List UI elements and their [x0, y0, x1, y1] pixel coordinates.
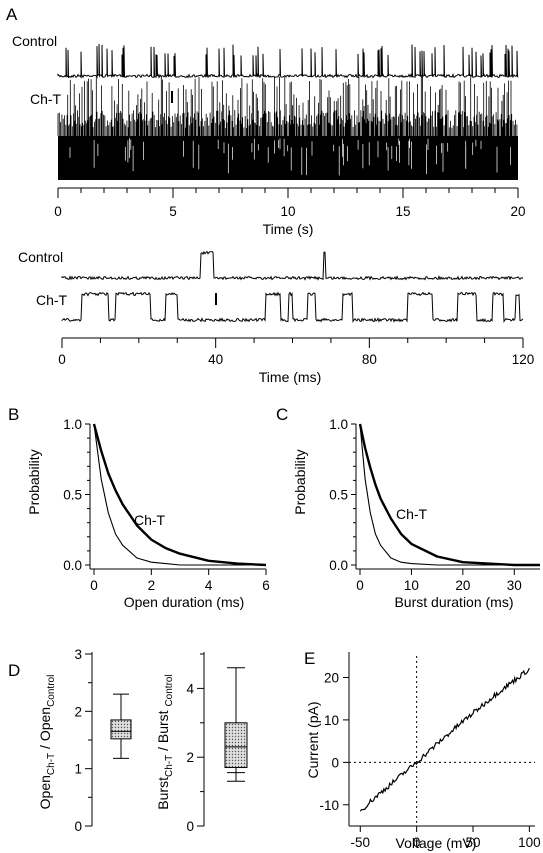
panel-d-ylabel-burst: BurstCh-T / Burst Control: [155, 674, 175, 809]
x-tick-label: 6: [262, 578, 270, 593]
y-tick-label: 3: [74, 647, 82, 662]
open-label-sub2: Control: [46, 675, 57, 707]
iqr-box: [110, 719, 132, 740]
panel-c-letter: C: [276, 405, 288, 424]
x-tick-label: 2: [148, 578, 156, 593]
tick-label: 120: [512, 352, 535, 367]
tick-label: 15: [395, 204, 410, 219]
x-tick-label: 30: [507, 578, 522, 593]
panel-e-letter: E: [304, 649, 315, 668]
y-tick-label: 0: [186, 819, 194, 834]
burst-label-sub: Ch-T: [164, 755, 175, 777]
chart-e: -10 0 10 20 -50 0 50 100: [319, 652, 541, 850]
x-tick-label: 100: [518, 835, 541, 850]
panel-e-xlabel: Voltage (mV): [396, 835, 477, 851]
tick-label: 0: [54, 204, 62, 219]
y-tick-label: 0: [331, 755, 339, 770]
open-label-div: / Open: [37, 707, 53, 753]
panel-c-cht-annotation: Ch-T: [396, 506, 428, 522]
y-tick-label: 0: [74, 819, 82, 834]
y-tick-label: 0.5: [329, 488, 348, 503]
panel-e-ylabel: Current (pA): [305, 701, 321, 778]
x-tick-label: 0: [90, 578, 98, 593]
scale-bar-bottom: [215, 293, 217, 305]
open-label-sub: Ch-T: [46, 753, 57, 775]
iqr-box: [224, 722, 248, 769]
y-tick-label: 10: [324, 713, 339, 728]
panel-a-letter: A: [6, 5, 18, 24]
chart-d-open-ratio: 0 1 2 3: [74, 647, 132, 834]
cht-spikes: [57, 76, 518, 136]
panel-b-cht-annotation: Ch-T: [134, 512, 166, 528]
burst-label-main: Burst: [155, 777, 171, 810]
time-axis-bottom-label: Time (ms): [259, 369, 321, 385]
trace-control-label: Control: [12, 33, 57, 49]
panel-d-ylabel-open: OpenCh-T / OpenControl: [37, 675, 57, 810]
series-cht: [92, 423, 267, 567]
scale-bar-top: [171, 91, 173, 103]
cht-band: [58, 136, 518, 180]
y-tick-label: 4: [186, 681, 194, 696]
y-tick-label: 0.0: [63, 558, 82, 573]
panel-e: E -10 0 10 20 -50 0 50 100 Current (pA) Voltage…: [304, 649, 541, 851]
series-control: [359, 423, 540, 566]
tick-label: 5: [169, 204, 177, 219]
x-tick-label: 0: [356, 578, 364, 593]
tick-label: 40: [208, 352, 223, 367]
panel-b-ylabel: Probability: [26, 449, 42, 514]
x-tick-label: 20: [455, 578, 470, 593]
control-trace-bottom: [61, 250, 524, 281]
tick-label: 10: [280, 204, 295, 219]
burst-label-sub2: Control: [164, 674, 175, 706]
y-tick-label: 1.0: [329, 417, 348, 432]
chart-c: 0.0 0.5 1.0 0 10 20 30: [329, 417, 540, 593]
cht-trace-top: [57, 76, 518, 180]
x-tick-label: 10: [404, 578, 419, 593]
y-tick-label: 0.0: [329, 558, 348, 573]
panel-a: A Control Ch-T 0 5 10 15 20 Time (s) Control…: [6, 5, 534, 385]
trace-cht-label-2: Ch-T: [36, 292, 68, 308]
panel-b-letter: B: [8, 405, 19, 424]
panel-c-xlabel: Burst duration (ms): [394, 594, 513, 610]
tick-label: 0: [58, 352, 66, 367]
panel-d-letter: D: [8, 661, 20, 680]
time-axis-top-ticks: 0 5 10 15 20: [54, 188, 526, 219]
cht-trace-bottom: [61, 291, 524, 323]
x-tick-label: 0: [413, 835, 421, 850]
x-tick-label: 50: [465, 835, 480, 850]
trace-cht-label: Ch-T: [30, 91, 62, 107]
panel-c: C 0.0 0.5 1.0 0 10 20 30 Probability Burst dur…: [276, 405, 540, 610]
y-tick-label: 1.0: [63, 417, 82, 432]
x-tick-label: -50: [351, 835, 371, 850]
open-label-main: Open: [37, 775, 53, 809]
tick-label: 20: [510, 204, 525, 219]
chart-b: 0.0 0.5 1.0 0 2 4 6: [63, 417, 270, 593]
x-tick-label: 4: [205, 578, 213, 593]
series-cht: [358, 423, 540, 567]
series-control: [93, 423, 266, 566]
trace-control-label-2: Control: [18, 249, 63, 265]
time-axis-bottom-ticks: 0 40 80 120: [58, 338, 534, 367]
y-tick-label: 20: [324, 670, 339, 685]
tick-label: 80: [362, 352, 377, 367]
y-tick-label: -10: [319, 798, 339, 813]
cht-band-gaps: [69, 138, 511, 176]
control-trace-top: [57, 44, 519, 79]
burst-label-div: / Burst: [155, 707, 171, 755]
y-tick-label: 1: [74, 762, 82, 777]
panel-b-xlabel: Open duration (ms): [124, 594, 245, 610]
y-tick-label: 2: [186, 750, 194, 765]
chart-d-burst-ratio: 0 2 4: [186, 652, 248, 834]
y-tick-label: 2: [74, 704, 82, 719]
y-tick-label: 0.5: [63, 488, 82, 503]
time-axis-top-label: Time (s): [263, 221, 314, 237]
panel-c-ylabel: Probability: [292, 449, 308, 514]
iv-curve: [359, 667, 530, 812]
panel-b: B 0.0 0.5 1.0 0 2 4 6 Probability Open duratio…: [8, 405, 270, 610]
